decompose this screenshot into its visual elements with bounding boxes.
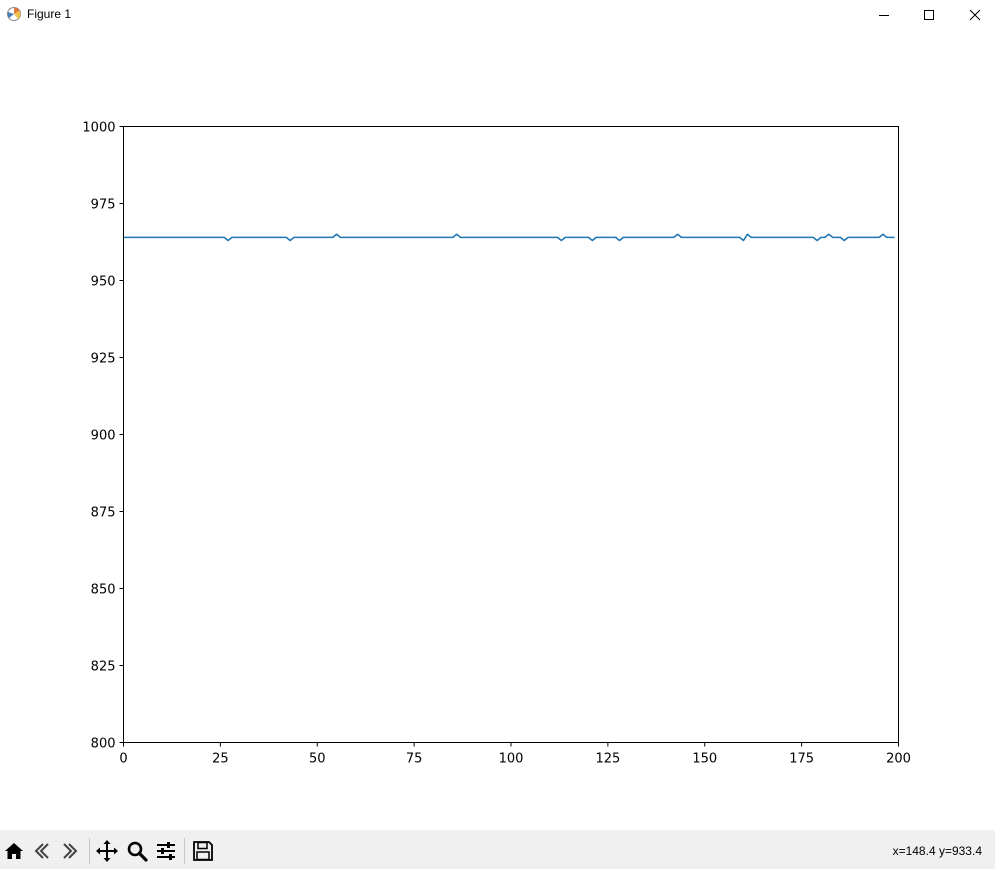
toolbar-separator xyxy=(89,838,90,864)
forward-button[interactable] xyxy=(57,838,83,864)
y-tick-label: 925 xyxy=(91,352,116,367)
title-bar: Figure 1 xyxy=(0,0,995,30)
x-tick-label: 25 xyxy=(212,752,229,767)
plot-area[interactable]: 0 25 50 75 100 125 150 175 200 800 825 850 875 900 925… xyxy=(0,30,995,830)
navigation-toolbar: x=148.4 y=933.4 xyxy=(0,830,995,869)
axes-frame xyxy=(123,126,899,743)
window-title: Figure 1 xyxy=(27,7,72,21)
matplotlib-logo-icon xyxy=(6,6,22,22)
minimize-button[interactable] xyxy=(861,0,907,30)
line-chart: 0 25 50 75 100 125 150 175 200 800 825 850 875 900 925… xyxy=(82,121,911,767)
cursor-coordinates: x=148.4 y=933.4 xyxy=(892,844,982,858)
maximize-icon xyxy=(924,10,934,20)
pan-button[interactable] xyxy=(94,838,120,864)
maximize-button[interactable] xyxy=(906,0,952,30)
x-tick-label: 100 xyxy=(499,752,524,767)
y-tick-label: 975 xyxy=(91,198,116,213)
x-tick-label: 175 xyxy=(789,752,814,767)
x-tick-label: 150 xyxy=(692,752,717,767)
configure-subplots-button[interactable] xyxy=(153,838,179,864)
back-button[interactable] xyxy=(29,838,55,864)
save-button[interactable] xyxy=(190,838,216,864)
home-button[interactable] xyxy=(1,838,27,864)
y-tick-label: 1000 xyxy=(82,121,115,136)
sliders-icon xyxy=(157,842,175,860)
x-tick-label: 125 xyxy=(595,752,620,767)
y-tick-label: 850 xyxy=(91,583,116,598)
move-icon xyxy=(96,840,118,862)
y-tick-label: 825 xyxy=(91,660,116,675)
series-line xyxy=(123,233,895,242)
y-tick-label: 950 xyxy=(91,275,116,290)
x-tick-label: 75 xyxy=(406,752,423,767)
minimize-icon xyxy=(879,15,889,16)
x-tick-label: 50 xyxy=(309,752,326,767)
home-icon xyxy=(5,843,23,859)
zoom-icon xyxy=(127,841,148,862)
x-tick-label: 0 xyxy=(119,752,127,767)
save-icon xyxy=(193,841,213,861)
close-button[interactable] xyxy=(952,0,995,30)
back-arrow-icon xyxy=(34,843,49,859)
axes: 0 25 50 75 100 125 150 175 200 800 825 850 875 900 925… xyxy=(82,121,911,767)
y-tick-label: 875 xyxy=(91,506,116,521)
x-tick-label: 200 xyxy=(886,752,911,767)
y-tick-label: 800 xyxy=(91,737,116,752)
y-tick-label: 900 xyxy=(91,429,116,444)
forward-arrow-icon xyxy=(63,843,78,859)
zoom-button[interactable] xyxy=(124,838,150,864)
close-icon xyxy=(969,9,981,21)
toolbar-separator xyxy=(184,838,185,864)
